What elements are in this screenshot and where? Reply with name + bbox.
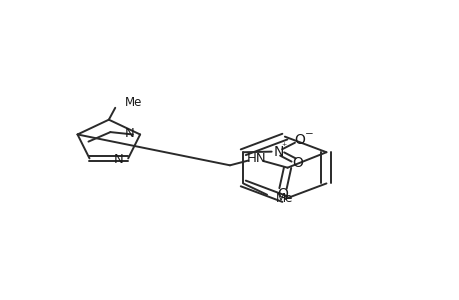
Text: O: O [293,133,304,147]
Text: Me: Me [275,192,293,205]
Text: O: O [292,156,303,170]
Text: N: N [273,145,284,159]
Text: −: − [305,129,313,140]
Text: N: N [113,153,123,166]
Text: Me: Me [125,96,142,109]
Text: N: N [125,128,134,140]
Text: ⁺: ⁺ [280,142,285,152]
Text: O: O [277,188,288,201]
Text: HN: HN [246,152,266,165]
